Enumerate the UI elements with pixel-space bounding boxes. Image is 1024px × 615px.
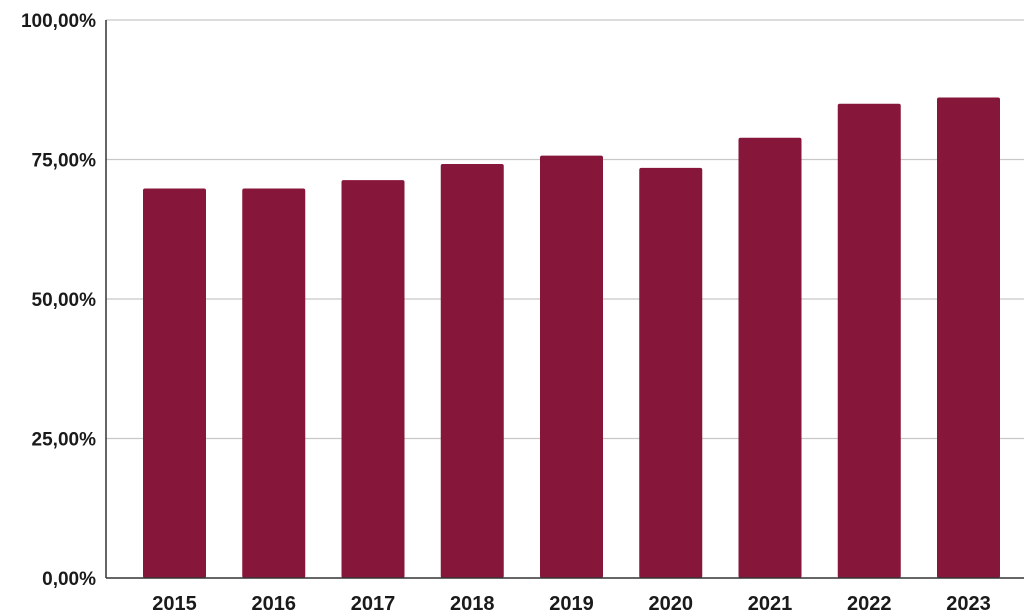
y-tick-label: 25,00% — [32, 430, 97, 451]
bar-2015 — [143, 188, 206, 579]
x-tick-label: 2019 — [549, 593, 594, 615]
x-tick-label: 2023 — [946, 593, 991, 615]
bar-2016 — [242, 188, 306, 579]
x-tick-label: 2018 — [450, 593, 495, 615]
bars — [143, 97, 1000, 579]
y-tick-label: 75,00% — [32, 151, 97, 172]
x-tick-label: 2020 — [649, 593, 694, 615]
x-tick-label: 2016 — [252, 593, 297, 615]
y-tick-label: 100,00% — [21, 11, 96, 32]
x-tick-label: 2021 — [748, 593, 793, 615]
bar-2019 — [540, 155, 603, 578]
x-tick-labels: 2015 2016 2017 2018 2019 2020 2021 2022 2023 — [152, 593, 991, 615]
bar-2017 — [341, 180, 405, 578]
y-tick-label: 50,00% — [32, 290, 97, 311]
bar-2020 — [639, 167, 703, 578]
x-tick-label: 2015 — [152, 593, 197, 615]
x-tick-label: 2017 — [351, 593, 396, 615]
bar-2021 — [738, 137, 802, 578]
bar-2018 — [440, 163, 504, 579]
bar-2022 — [837, 103, 901, 578]
x-tick-label: 2022 — [847, 593, 892, 615]
bar-2023 — [937, 97, 1000, 578]
y-tick-labels: 0,00% 25,00% 50,00% 75,00% 100,00% — [21, 11, 96, 590]
y-tick-label: 0,00% — [42, 569, 96, 590]
